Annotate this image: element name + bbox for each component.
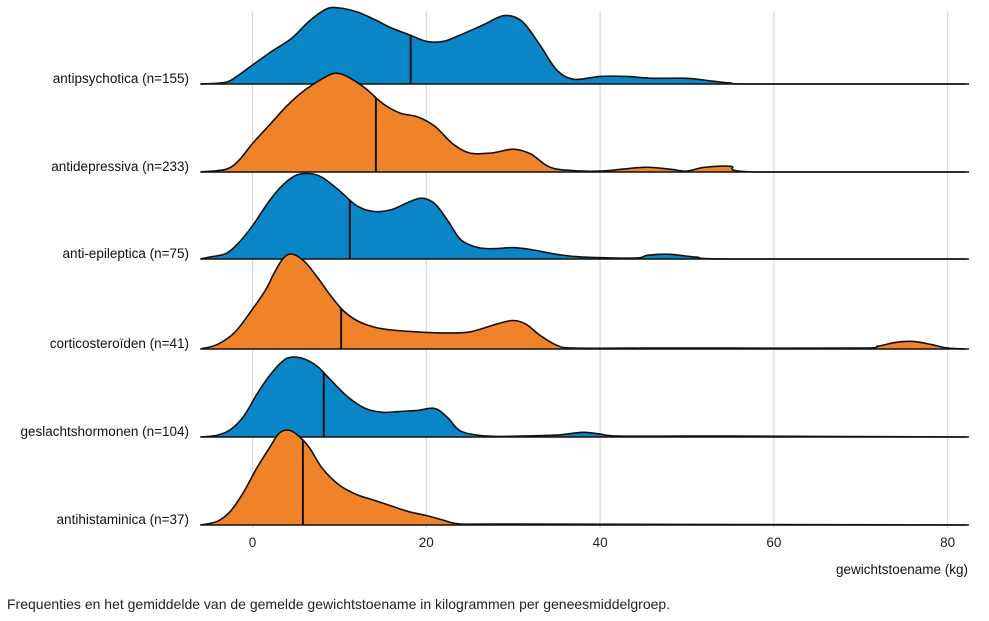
category-labels: antipsychotica (n=155) antidepressiva (n=…	[21, 71, 189, 527]
density-area	[200, 357, 966, 437]
density-outline	[200, 429, 966, 526]
ridge-geslachtshormonen	[200, 356, 970, 438]
category-label: geslachtshormonen (n=104)	[21, 424, 189, 439]
density-area	[200, 73, 966, 172]
density-outline	[200, 72, 966, 173]
x-tick-label: 0	[249, 535, 257, 550]
ridge-antihistaminica	[200, 429, 970, 526]
density-area	[200, 7, 966, 85]
category-label: antipsychotica (n=155)	[53, 71, 189, 86]
density-area	[200, 173, 966, 259]
gridlines	[251, 12, 949, 528]
density-area	[200, 253, 966, 349]
x-tick-label: 20	[419, 535, 434, 550]
ridgeline-chart: antipsychotica (n=155) antidepressiva (n=…	[21, 6, 970, 577]
category-label: anti-epileptica (n=75)	[63, 246, 189, 261]
density-area	[200, 430, 966, 525]
ridge-anti-epileptica	[200, 172, 970, 260]
ridge-antidepressiva	[200, 72, 970, 173]
category-label: corticosteroïden (n=41)	[50, 336, 189, 351]
x-tick-label: 60	[766, 535, 781, 550]
ridges	[200, 6, 970, 526]
density-outline	[200, 172, 966, 260]
density-outline	[200, 6, 966, 85]
x-axis-ticks: 0 20 40 60 80	[249, 535, 955, 550]
density-outline	[200, 356, 966, 438]
figure-caption: Frequenties en het gemiddelde van de gem…	[7, 596, 671, 612]
category-label: antidepressiva (n=233)	[51, 159, 189, 174]
x-axis-title: gewichtstoename (kg)	[836, 562, 968, 577]
density-outline	[200, 253, 966, 350]
ridge-antipsychotica	[200, 6, 970, 85]
x-tick-label: 40	[593, 535, 608, 550]
x-tick-label: 80	[940, 535, 955, 550]
ridge-corticosteroiden	[200, 253, 970, 350]
category-label: antihistaminica (n=37)	[57, 512, 189, 527]
